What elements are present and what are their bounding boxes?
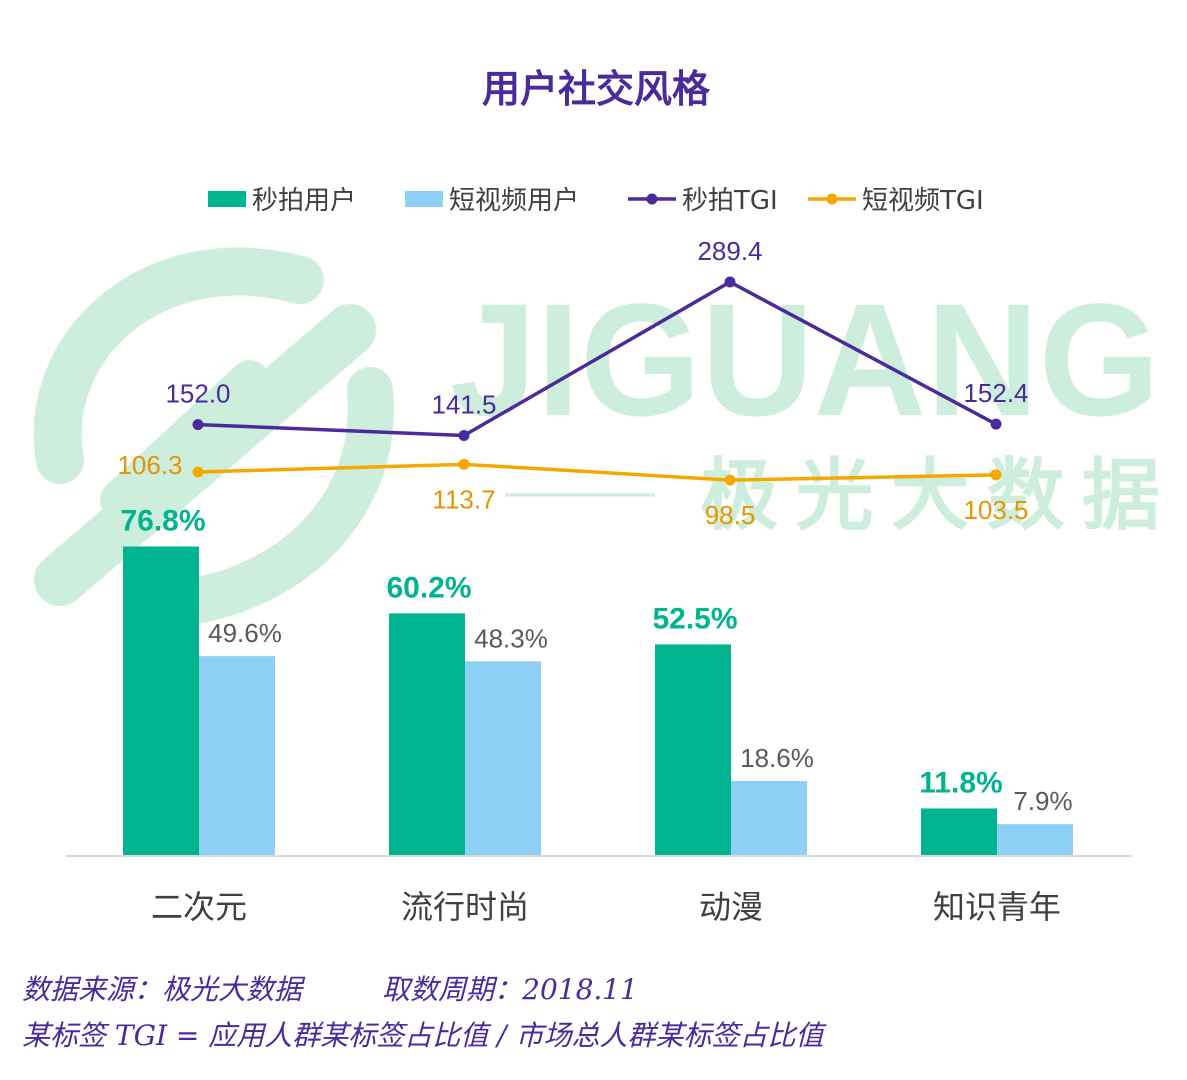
bar-label-shortvideo-3: 7.9% [1013, 786, 1072, 816]
footer-line-1: 数据来源：极光大数据 取数周期：2018.11 [22, 968, 638, 1008]
bar-miaopai-2 [655, 644, 731, 856]
footer-period: 取数周期：2018.11 [382, 973, 638, 1006]
bar-label-shortvideo-0: 49.6% [208, 618, 282, 648]
bar-shortvideo-2 [731, 781, 807, 856]
bar-miaopai-1 [389, 613, 465, 856]
point-miaopai-tgi-3 [991, 419, 1002, 430]
tgi-label-shortvideo-1: 113.7 [432, 484, 495, 514]
point-shortvideo-tgi-2 [725, 475, 736, 486]
category-label-1: 流行时尚 [401, 888, 529, 926]
footer-note: 某标签 TGI = 应用人群某标签占比值 / 市场总人群某标签占比值 [22, 1014, 824, 1054]
bar-shortvideo-0 [199, 656, 275, 856]
tgi-label-miaopai-3: 152.4 [963, 378, 1028, 408]
bar-miaopai-0 [123, 546, 199, 856]
tgi-label-miaopai-2: 289.4 [697, 236, 762, 266]
point-shortvideo-tgi-1 [459, 459, 470, 470]
legend-marker-2 [647, 194, 658, 205]
tgi-label-shortvideo-2: 98.5 [705, 500, 756, 530]
bar-label-shortvideo-2: 18.6% [740, 743, 814, 773]
category-label-2: 动漫 [699, 888, 763, 926]
legend-label-3: 短视频TGI [862, 186, 984, 216]
bar-shortvideo-1 [465, 661, 541, 856]
tgi-label-shortvideo-3: 103.5 [963, 495, 1028, 525]
bar-label-miaopai-3: 11.8% [919, 766, 1002, 799]
legend-label-1: 短视频用户 [449, 186, 579, 216]
bar-shortvideo-3 [997, 824, 1073, 856]
category-label-3: 知识青年 [933, 888, 1061, 926]
bar-miaopai-3 [921, 808, 997, 856]
point-shortvideo-tgi-3 [991, 469, 1002, 480]
legend-item-0: 秒拍用户 [208, 186, 356, 216]
bar-label-miaopai-2: 52.5% [652, 602, 737, 635]
line-shortvideo-tgi [198, 464, 996, 480]
legend-label-0: 秒拍用户 [252, 186, 356, 216]
tgi-label-miaopai-1: 141.5 [431, 389, 496, 419]
chart-title: 用户社交风格 [482, 67, 711, 111]
watermark-text-cn: 极光大数据 [700, 451, 1160, 541]
point-shortvideo-tgi-0 [193, 467, 204, 478]
legend-item-2: 秒拍TGI [628, 186, 778, 216]
bar-label-shortvideo-1: 48.3% [474, 623, 548, 653]
legend-label-2: 秒拍TGI [682, 186, 778, 216]
legend-marker-3 [827, 194, 838, 205]
legend-item-3: 短视频TGI [808, 186, 984, 216]
legend: 秒拍用户 短视频用户 秒拍TGI 短视频TGI [208, 186, 984, 216]
point-miaopai-tgi-2 [725, 277, 736, 288]
category-labels: 二次元 流行时尚 动漫 知识青年 [151, 888, 1061, 926]
bar-label-miaopai-0: 76.8% [120, 504, 205, 537]
watermark: JIGUANG 极光大数据 [58, 270, 1160, 600]
point-miaopai-tgi-1 [459, 430, 470, 441]
legend-swatch-1 [405, 191, 443, 207]
tgi-label-shortvideo-0: 106.3 [117, 450, 182, 480]
legend-swatch-0 [208, 191, 246, 207]
legend-item-1: 短视频用户 [405, 186, 579, 216]
point-miaopai-tgi-0 [193, 419, 204, 430]
footer-source: 数据来源：极光大数据 [22, 973, 302, 1006]
category-label-0: 二次元 [151, 888, 247, 926]
tgi-label-miaopai-0: 152.0 [165, 379, 230, 409]
watermark-text: JIGUANG [450, 270, 1160, 449]
watermark-logo-icon [58, 272, 371, 600]
bar-label-miaopai-1: 60.2% [386, 571, 471, 604]
